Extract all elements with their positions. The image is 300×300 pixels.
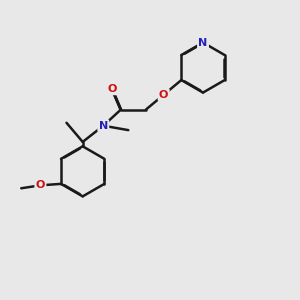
- Text: N: N: [99, 121, 108, 131]
- Text: O: O: [36, 180, 45, 190]
- Text: N: N: [198, 38, 208, 47]
- Text: O: O: [107, 84, 117, 94]
- Text: O: O: [159, 90, 168, 100]
